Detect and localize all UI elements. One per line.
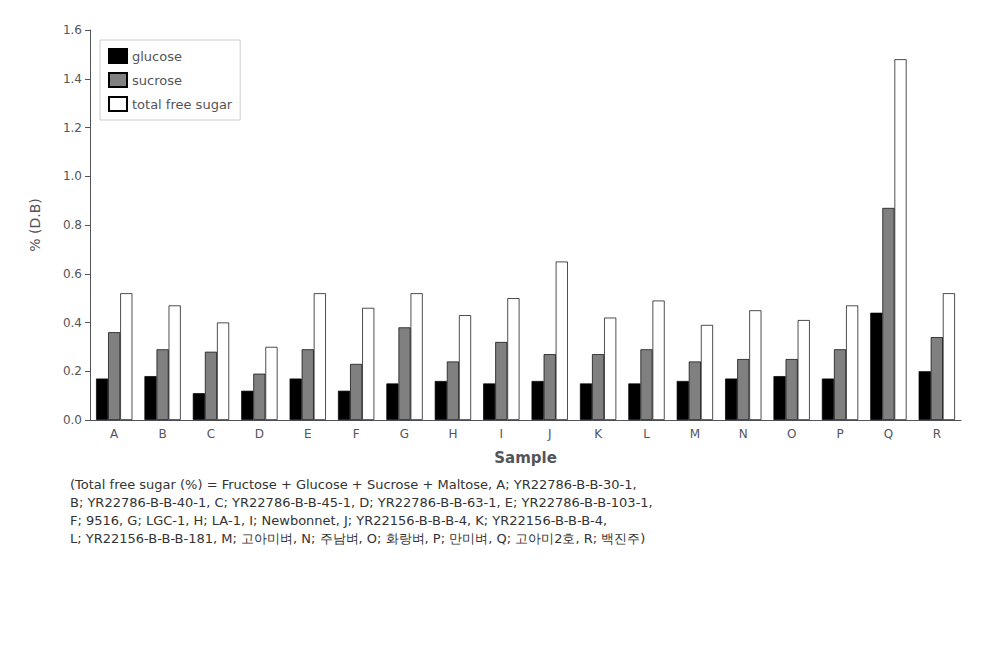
svg-text:O: O [787,427,796,441]
svg-text:total free sugar: total free sugar [132,97,233,112]
svg-text:% (D.B): % (D.B) [27,198,43,252]
svg-text:glucose: glucose [132,49,182,64]
svg-text:L: L [643,427,650,441]
svg-text:F: F [353,427,360,441]
svg-text:J: J [547,427,552,441]
svg-text:R: R [933,427,941,441]
svg-text:K: K [594,427,603,441]
svg-text:G: G [400,427,409,441]
svg-text:0.4: 0.4 [63,316,82,330]
svg-text:B; YR22786-B-B-40-1, C; YR2278: B; YR22786-B-B-40-1, C; YR22786-B-B-45-1… [70,495,653,510]
svg-text:L; YR22156-B-B-B-181, M; 고아미벼,: L; YR22156-B-B-B-181, M; 고아미벼, N; 주남벼, O… [70,531,645,546]
svg-text:1.6: 1.6 [63,23,82,37]
svg-text:1.4: 1.4 [63,72,82,86]
svg-text:0.2: 0.2 [63,364,82,378]
svg-text:H: H [448,427,457,441]
svg-text:1.2: 1.2 [63,121,82,135]
svg-text:D: D [255,427,264,441]
svg-text:F; 9516, G; LGC-1, H; LA-1, I;: F; 9516, G; LGC-1, H; LA-1, I; Newbonnet… [70,513,607,528]
svg-text:C: C [207,427,215,441]
svg-text:M: M [690,427,700,441]
svg-text:P: P [836,427,843,441]
svg-text:1.0: 1.0 [63,169,82,183]
svg-text:(Total free sugar (%) = Fructo: (Total free sugar (%) = Fructose + Gluco… [70,477,637,492]
svg-text:0.6: 0.6 [63,267,82,281]
svg-text:I: I [500,427,504,441]
svg-text:Sample: Sample [494,449,557,467]
svg-text:Q: Q [884,427,893,441]
svg-text:E: E [304,427,312,441]
svg-text:sucrose: sucrose [132,73,182,88]
svg-text:0.0: 0.0 [63,413,82,427]
svg-text:0.8: 0.8 [63,218,82,232]
svg-text:N: N [739,427,748,441]
svg-text:B: B [158,427,166,441]
svg-text:A: A [110,427,119,441]
